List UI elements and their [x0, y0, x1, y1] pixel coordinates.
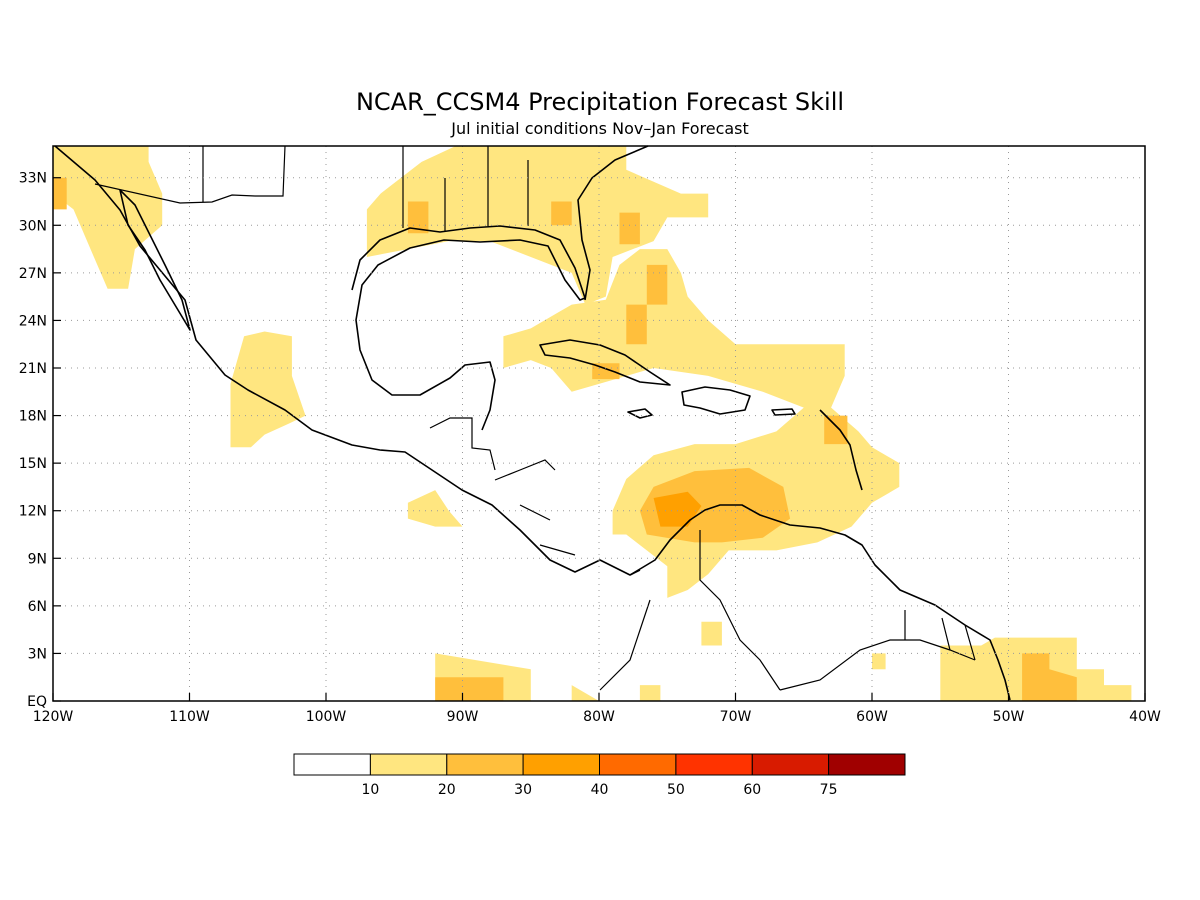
x-tick-label: 80W — [583, 709, 615, 725]
south-america-north-coast — [629, 504, 1011, 701]
colorbar-swatch — [751, 753, 830, 776]
colorbar-label: 20 — [438, 782, 456, 798]
y-tick-label: 24N — [19, 313, 47, 329]
skill-region-caribbean-main — [503, 249, 900, 598]
y-tick-label: 9N — [28, 551, 47, 567]
us-mexico-border — [94, 145, 286, 204]
y-tick-label: 27N — [19, 266, 47, 282]
colorbar-swatch — [675, 753, 753, 776]
y-tick-label: 33N — [19, 171, 47, 187]
us-atlantic-coast — [577, 145, 649, 301]
x-tick-label: 60W — [856, 709, 888, 725]
skill-region-florida-straits-core — [626, 304, 647, 345]
colorbar: 10 20 30 40 50 60 75 — [293, 753, 906, 798]
skill-region-georgia-core — [551, 201, 572, 226]
y-tick-label: 3N — [28, 646, 47, 662]
map-frame — [52, 145, 1146, 702]
colorbar-swatch — [446, 753, 524, 776]
colorbar-label: 60 — [743, 782, 761, 798]
x-tick-label: 90W — [447, 709, 479, 725]
skill-region-pacific-ecuador-north — [571, 685, 599, 701]
colorbar-swatch — [522, 753, 600, 776]
colorbar-label: 40 — [591, 782, 609, 798]
guianas-borders — [904, 610, 976, 661]
y-tick-label: 12N — [19, 504, 47, 520]
skill-region-florida-east-core — [619, 212, 640, 245]
map-title: NCAR_CCSM4 Precipitation Forecast Skill — [356, 88, 844, 116]
jamaica-coast — [627, 408, 653, 419]
x-tick-label: 70W — [720, 709, 752, 725]
lesser-antilles-chain — [819, 409, 863, 491]
skill-region-guatemala-pacific — [407, 490, 463, 527]
y-tick-label: 18N — [19, 409, 47, 425]
skill-region-baja-core — [53, 177, 67, 210]
political-borders — [94, 145, 976, 691]
x-tick-label: 50W — [993, 709, 1025, 725]
skill-region-pacific-equatorial-west-core — [435, 677, 504, 701]
skill-region-lesser-antilles-core — [824, 415, 848, 445]
guatemala-borders — [429, 417, 496, 471]
skill-region-pacific-ecuador-islet — [639, 685, 661, 701]
cuba-coast — [539, 339, 671, 386]
skill-region-bahamas-core — [646, 264, 668, 305]
map-subtitle: Jul initial conditions Nov–Jan Forecast — [450, 119, 749, 138]
y-tick-label: 30N — [19, 218, 47, 234]
y-tick-label: 15N — [19, 456, 47, 472]
colorbar-label: 75 — [820, 782, 838, 798]
puerto-rico-coast — [771, 408, 796, 416]
mexico-central-america-coast — [54, 145, 641, 576]
x-tick-label: 40W — [1129, 709, 1161, 725]
skill-region-venezuela-interior — [701, 621, 722, 646]
y-tick-label: 6N — [28, 599, 47, 615]
graticule — [53, 146, 1145, 701]
colorbar-swatch — [369, 753, 448, 776]
colorbar-swatch — [599, 753, 677, 776]
colorbar-label: 10 — [361, 782, 379, 798]
skill-region-colombia-coast-core — [653, 491, 702, 527]
colorbar-label: 50 — [667, 782, 685, 798]
nicaragua-costa-rica-borders — [494, 459, 576, 556]
peru-colombia-border — [599, 599, 651, 691]
colorbar-swatch — [828, 753, 906, 776]
skill-region-texas-gulf-coast — [366, 146, 709, 305]
y-tick-label: 21N — [19, 361, 47, 377]
us-state-lines — [202, 146, 529, 232]
baja-peninsula-coast — [119, 189, 191, 331]
colorbar-label: 30 — [514, 782, 532, 798]
y-tick-label: EQ — [27, 694, 47, 710]
skill-region-amazon-delta-core — [1022, 653, 1077, 701]
hispaniola-coast — [681, 386, 751, 415]
gulf-of-mexico-coast — [351, 225, 586, 431]
x-tick-label: 100W — [306, 709, 347, 725]
axis-ticks: 120W 110W 100W 90W 80W 70W 60W 50W 40W EQ 3N 6N 9N 12… — [19, 171, 1161, 725]
skill-region-southwest-mexico-coast — [230, 331, 306, 448]
x-tick-label: 120W — [33, 709, 74, 725]
colorbar-swatch — [293, 753, 371, 776]
x-tick-label: 110W — [169, 709, 210, 725]
coastlines-borders — [54, 145, 1011, 701]
skill-region-guiana-interior — [872, 653, 886, 670]
skill-region-baja-gulf-of-california — [53, 146, 163, 289]
skill-shading — [53, 146, 1132, 701]
colombia-venezuela-border — [699, 530, 781, 691]
